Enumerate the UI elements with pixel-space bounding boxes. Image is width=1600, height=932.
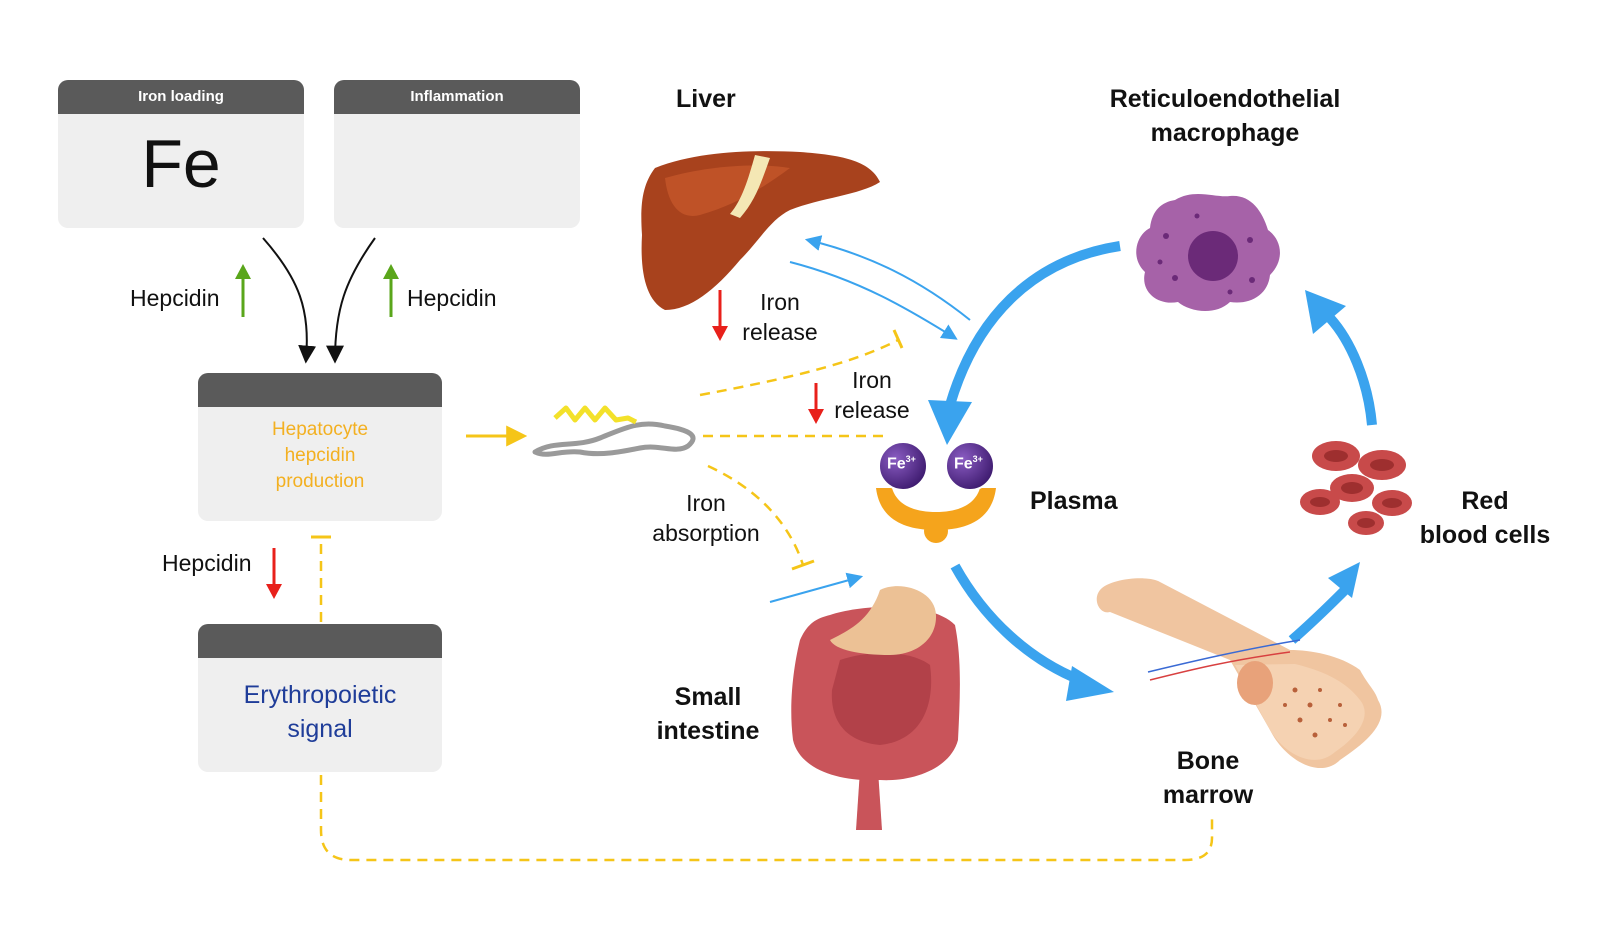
liver-illustration (641, 151, 880, 310)
holo-transferrin (876, 441, 996, 543)
arrow-plasma-to-liver (804, 235, 971, 321)
arrow-red-cells-to-macrophage (1305, 290, 1377, 426)
holo-tf-label: Holo-Tf (914, 496, 958, 511)
bone-illustration (1096, 578, 1382, 769)
inflammation-title: Inflammation (334, 80, 580, 114)
fe-ion-2-charge: 3+ (972, 454, 983, 464)
arrow-intestine-absorption (769, 572, 864, 603)
red-blood-cells-label: Red blood cells (1400, 484, 1570, 552)
iron-release-macrophage-label: Iron release (827, 365, 917, 425)
macrophage-label-line-2: macrophage (1150, 119, 1300, 147)
hepatocyte-line-3: production (275, 471, 365, 492)
hepatocyte-line-2: hepcidin (284, 445, 356, 466)
inhibition-iron-absorption (707, 464, 805, 566)
hepcidin-molecule (532, 405, 696, 457)
fe-ion-2-label: Fe3+ (954, 454, 983, 473)
erythro-signal-loop (319, 775, 1214, 862)
fe-ion-1-label: Fe3+ (887, 454, 916, 473)
arrow-macrophage-to-plasma (928, 241, 1121, 445)
iron-release-macrophage-line-2: release (834, 397, 910, 423)
fe-ion-1-symbol: Fe (887, 455, 906, 473)
hepatocyte-line-1: Hepatocyte (271, 419, 369, 440)
green-up-arrow-right (383, 264, 399, 317)
inflammation-box: Inflammation (334, 80, 580, 228)
fe-ion-2-symbol: Fe (954, 455, 973, 473)
arrow-iron-to-hepatocyte (262, 237, 317, 364)
red-down-arrow-macrophage-release (808, 383, 824, 424)
iron-release-liver-line-1: Iron (760, 289, 800, 315)
iron-absorption-line-2: absorption (652, 520, 760, 546)
hepatocyte-box: Hepatocyte hepcidin production (198, 373, 442, 521)
iron-release-liver-line-2: release (742, 319, 818, 345)
liver-label: Liver (676, 85, 736, 113)
iron-release-liver-label: Iron release (735, 287, 825, 347)
red-down-arrow-hepcidin (266, 548, 282, 599)
red-blood-cells-line-2: blood cells (1419, 521, 1551, 549)
erythropoietic-line-2: signal (287, 715, 353, 743)
erythropoietic-header (198, 624, 442, 658)
bone-marrow-line-1: Bone (1176, 747, 1240, 775)
iron-absorption-label: Iron absorption (644, 488, 768, 548)
bone-marrow-line-2: marrow (1162, 781, 1254, 809)
arrow-plasma-to-bone-marrow (950, 563, 1114, 701)
small-intestine-line-2: intestine (656, 717, 760, 745)
iron-absorption-line-1: Iron (686, 490, 726, 516)
arrow-inflammation-to-hepatocyte (326, 237, 376, 364)
iron-release-macrophage-line-1: Iron (852, 367, 892, 393)
iron-loading-box: Iron loading Fe (58, 80, 304, 228)
small-intestine-label: Small intestine (648, 680, 768, 748)
macrophage-label-line-1: Reticuloendothelial (1109, 85, 1341, 113)
macrophage-illustration (1136, 193, 1280, 312)
red-blood-cells-line-1: Red (1461, 487, 1509, 515)
arrow-liver-to-plasma (789, 261, 958, 340)
plasma-label: Plasma (1030, 487, 1118, 515)
arrow-bone-to-red-cells (1288, 562, 1360, 644)
green-up-arrow-left (235, 264, 251, 317)
fe-ion-1-charge: 3+ (905, 454, 916, 464)
hepcidin-label-left: Hepcidin (130, 285, 220, 311)
red-blood-cells-illustration (1300, 441, 1412, 535)
macrophage-label: Reticuloendothelial macrophage (1080, 82, 1370, 150)
intestine-illustration (791, 586, 960, 830)
hepatocyte-header (198, 373, 442, 407)
hepcidin-label-down: Hepcidin (162, 550, 252, 576)
iron-loading-title: Iron loading (58, 80, 304, 114)
fe-symbol: Fe (141, 126, 221, 202)
hepcidin-label-right: Hepcidin (407, 285, 497, 311)
red-down-arrow-liver-release (712, 290, 728, 341)
small-intestine-line-1: Small (674, 683, 742, 711)
bone-marrow-label: Bone marrow (1148, 744, 1268, 812)
erythropoietic-line-1: Erythropoietic (243, 681, 397, 709)
erythropoietic-box: Erythropoietic signal (198, 624, 442, 772)
